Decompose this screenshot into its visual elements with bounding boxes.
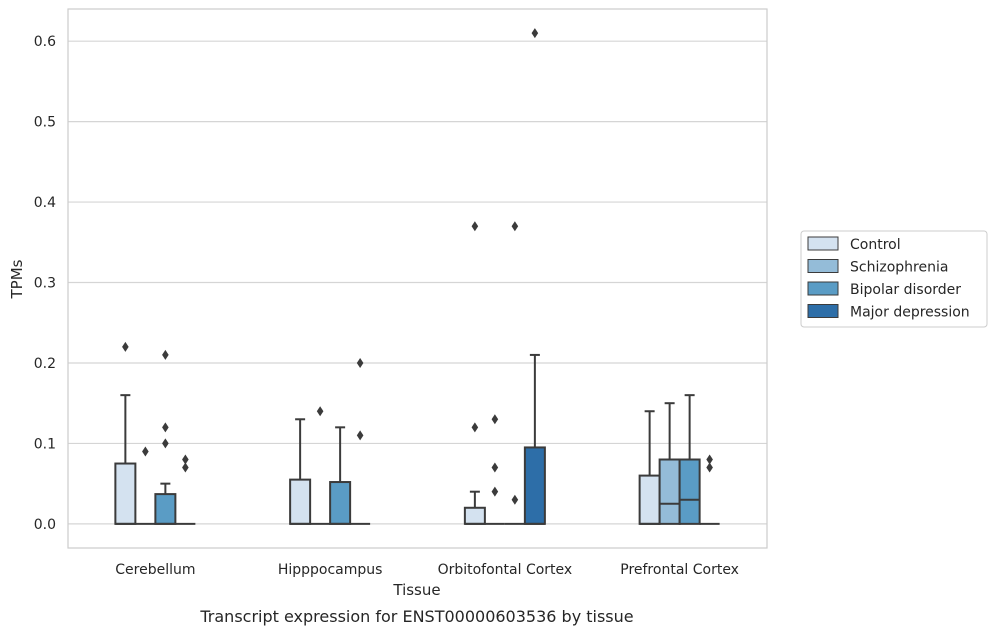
outlier-point xyxy=(491,486,499,497)
legend-swatch xyxy=(807,236,839,251)
outlier-point xyxy=(182,454,189,465)
box-plot-area xyxy=(114,28,720,525)
outlier-point xyxy=(706,454,713,465)
outlier-point xyxy=(162,438,169,449)
outlier-point xyxy=(142,446,149,457)
y-tick-label: 0.5 xyxy=(34,115,56,131)
legend-label: Major depression xyxy=(850,305,970,321)
x-tick-label: Hipppocampus xyxy=(278,562,383,578)
plot-frame xyxy=(67,8,768,549)
y-axis-ticks: 0.0 0.1 0.2 0.3 0.4 0.5 0.6 xyxy=(34,34,56,533)
outlier-point xyxy=(531,28,539,39)
y-tick-label: 0.1 xyxy=(34,436,56,452)
legend-label: Schizophrenia xyxy=(850,260,948,276)
box xyxy=(154,493,177,525)
legend: Control Schizophrenia Bipolar disorder Majo… xyxy=(800,230,988,328)
legend-frame xyxy=(800,230,988,328)
box xyxy=(638,474,661,525)
outlier-point xyxy=(511,494,519,505)
outlier-point xyxy=(706,462,713,473)
box xyxy=(329,481,352,525)
x-tick-label: Orbitofontal Cortex xyxy=(438,562,573,578)
outlier-point xyxy=(162,422,169,433)
outlier-point xyxy=(471,221,479,232)
y-tick-label: 0.3 xyxy=(34,276,56,292)
legend-swatch xyxy=(807,281,839,296)
outlier-point xyxy=(122,341,129,352)
outlier-point xyxy=(356,430,364,441)
outlier-point xyxy=(491,462,499,473)
legend-swatch xyxy=(807,259,839,273)
box xyxy=(463,506,486,525)
y-tick-label: 0.6 xyxy=(34,34,56,50)
grid-lines xyxy=(68,40,767,525)
box xyxy=(658,458,681,525)
box xyxy=(289,478,312,525)
legend-swatch xyxy=(807,304,839,318)
x-tick-label: Cerebellum xyxy=(115,562,195,578)
legend-label: Bipolar disorder xyxy=(850,282,961,298)
outlier-point xyxy=(491,414,499,425)
outlier-point xyxy=(182,462,189,473)
outlier-point xyxy=(316,406,324,417)
y-axis-label: TPMs xyxy=(8,259,26,299)
x-axis-ticks: Cerebellum Hipppocampus Orbitofontal Corte… xyxy=(115,562,739,578)
y-tick-label: 0.4 xyxy=(34,195,56,211)
outlier-point xyxy=(511,221,519,232)
y-tick-label: 0.2 xyxy=(34,356,56,372)
x-axis-label: Tissue xyxy=(392,581,440,599)
box xyxy=(114,462,137,525)
outlier-point xyxy=(471,422,479,433)
legend-label: Control xyxy=(850,237,901,253)
outlier-point xyxy=(356,357,364,368)
box xyxy=(523,446,546,525)
chart-caption: Transcript expression for ENST0000060353… xyxy=(199,607,633,626)
outlier-point xyxy=(162,349,169,360)
x-tick-label: Prefrontal Cortex xyxy=(620,562,739,578)
y-tick-label: 0.0 xyxy=(34,517,56,533)
box xyxy=(678,458,701,525)
